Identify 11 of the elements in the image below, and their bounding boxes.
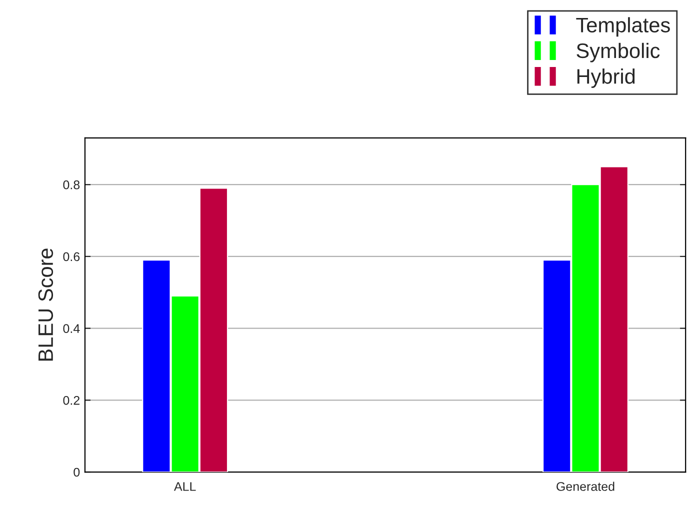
y-tick-label: 0.8: [63, 180, 80, 190]
legend-label: Templates: [576, 17, 670, 37]
x-tick-label: Generated: [556, 482, 614, 491]
legend-label: Symbolic: [576, 42, 660, 62]
y-tick-label: 0: [74, 468, 80, 477]
y-tick-label: 0.2: [63, 396, 80, 405]
y-tick-label: 0.6: [63, 252, 80, 262]
y-axis-title: BLEU Score: [38, 248, 54, 361]
y-tick-label: 0.4: [63, 324, 80, 333]
legend-label: Hybrid: [577, 68, 635, 88]
x-tick-label: ALL: [174, 482, 196, 491]
